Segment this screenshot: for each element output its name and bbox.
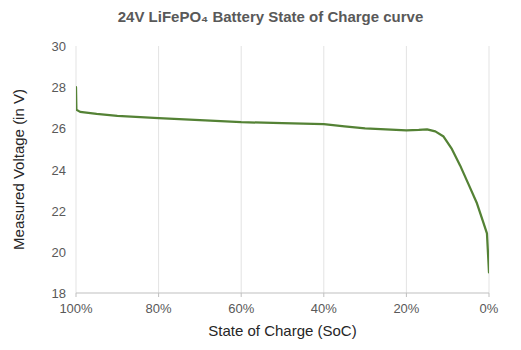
x-axis-line — [76, 293, 489, 294]
y-tick-label: 22 — [52, 204, 66, 219]
x-tick-label: 20% — [393, 301, 419, 316]
grid-line — [406, 46, 407, 293]
grid-line — [158, 46, 159, 293]
chart-svg: 24V LiFePO₄ Battery State of Charge curv… — [0, 0, 521, 350]
title: 24V LiFePO₄ Battery State of Charge curv… — [118, 8, 424, 25]
x-tick-label: 100% — [59, 301, 93, 316]
tick-mark — [72, 169, 76, 170]
x-axis-title: State of Charge (SoC) — [208, 322, 356, 339]
chart-container: 24V LiFePO₄ Battery State of Charge curv… — [0, 0, 521, 350]
plot-area — [76, 87, 489, 272]
tick-mark — [158, 293, 159, 297]
x-tick-label: 60% — [228, 301, 254, 316]
tick-mark — [76, 293, 77, 297]
y-tick-label: 30 — [52, 39, 66, 54]
tick-mark — [72, 210, 76, 211]
y-tick-label: 26 — [52, 121, 66, 136]
tick-mark — [72, 251, 76, 252]
tick-mark — [489, 293, 490, 297]
y-axis-title: Measured Voltage (in V) — [10, 89, 27, 250]
y-tick-label: 18 — [52, 286, 66, 301]
tick-mark — [72, 293, 76, 294]
x-tick-label: 0% — [480, 301, 499, 316]
x-tick-label: 80% — [146, 301, 172, 316]
y-tick-label: 24 — [52, 163, 66, 178]
tick-mark — [72, 46, 76, 47]
tick-mark — [72, 128, 76, 129]
tick-mark — [72, 87, 76, 88]
x-tick-label: 40% — [311, 301, 337, 316]
tick-mark — [323, 293, 324, 297]
grid-line — [323, 46, 324, 293]
y-tick-label: 20 — [52, 245, 66, 260]
tick-mark — [406, 293, 407, 297]
y-tick-label: 28 — [52, 80, 66, 95]
tick-mark — [241, 293, 242, 297]
grid-line — [241, 46, 242, 293]
data-line — [76, 87, 489, 272]
